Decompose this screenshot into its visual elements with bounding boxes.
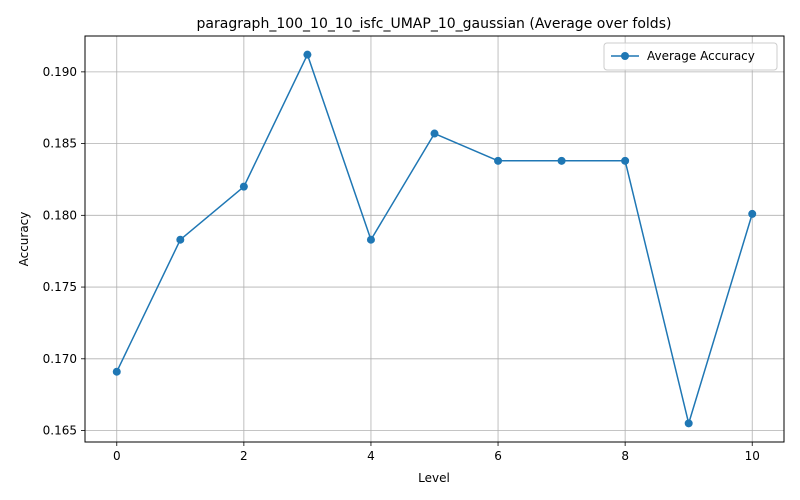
data-point — [684, 419, 693, 428]
x-tick-label: 2 — [240, 449, 248, 463]
plot-frame — [84, 35, 785, 443]
y-tick-label: 0.175 — [43, 280, 77, 294]
legend-label: Average Accuracy — [647, 49, 755, 63]
x-axis-label: Level — [418, 471, 450, 485]
data-point — [112, 367, 121, 376]
x-tick-label: 10 — [745, 449, 760, 463]
legend: Average Accuracy — [603, 42, 778, 71]
data-point — [557, 156, 566, 165]
plot-area — [85, 36, 784, 442]
x-tick-label: 6 — [494, 449, 502, 463]
y-axis-label: Accuracy — [17, 212, 31, 267]
y-tick-label: 0.180 — [43, 208, 77, 222]
data-point — [303, 50, 312, 59]
legend-frame — [603, 42, 778, 71]
x-tick-label: 0 — [113, 449, 121, 463]
data-point — [494, 156, 503, 165]
x-tick-label: 4 — [367, 449, 375, 463]
y-tick-label: 0.170 — [43, 352, 77, 366]
chart-title: paragraph_100_10_10_isfc_UMAP_10_gaussia… — [197, 16, 672, 32]
data-point — [621, 156, 630, 165]
x-axis: 0 2 4 6 8 10 — [113, 442, 760, 463]
x-tick-label: 8 — [621, 449, 629, 463]
data-point — [239, 182, 248, 191]
data-point — [430, 129, 439, 138]
y-axis: 0.165 0.170 0.175 0.180 0.185 0.190 — [43, 65, 85, 438]
y-tick-label: 0.185 — [43, 137, 77, 151]
series — [112, 50, 757, 428]
y-tick-label: 0.190 — [43, 65, 77, 79]
y-tick-label: 0.165 — [43, 424, 77, 438]
data-point — [176, 235, 185, 244]
legend-marker — [621, 52, 629, 60]
data-point — [748, 209, 757, 218]
data-point — [366, 235, 375, 244]
